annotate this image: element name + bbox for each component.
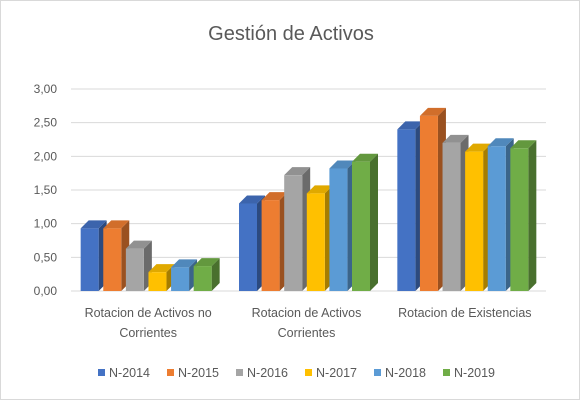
y-tick-label: 2,00 <box>34 149 58 163</box>
legend-item: N-2014 <box>98 366 150 380</box>
legend-item: N-2018 <box>374 366 426 380</box>
legend-label: N-2016 <box>247 366 288 380</box>
y-tick-label: 1,50 <box>34 183 58 197</box>
legend-item: N-2015 <box>167 366 219 380</box>
bar <box>419 107 446 291</box>
bar <box>306 185 333 291</box>
bar <box>510 140 537 291</box>
y-tick-label: 1,00 <box>34 217 58 231</box>
legend-label: N-2017 <box>316 366 357 380</box>
legend-swatch <box>305 369 312 376</box>
bar <box>261 192 288 291</box>
bar <box>442 134 469 291</box>
y-tick-label: 0,00 <box>34 284 58 298</box>
category-label: Rotacion de Activos no Corrientes <box>85 306 212 340</box>
bar <box>487 138 514 291</box>
legend-item: N-2016 <box>236 366 288 380</box>
bar <box>284 167 311 291</box>
legend-swatch <box>374 369 381 376</box>
bar <box>193 258 220 291</box>
bar <box>103 220 130 291</box>
legend-label: N-2019 <box>454 366 495 380</box>
category-label: Rotacion de Activos Corrientes <box>252 306 362 340</box>
legend-label: N-2018 <box>385 366 426 380</box>
bar <box>465 143 492 291</box>
bar <box>125 240 152 291</box>
bar <box>148 264 175 291</box>
legend-item: N-2019 <box>443 366 495 380</box>
legend-swatch <box>443 369 450 376</box>
bars <box>80 107 537 292</box>
y-tick-label: 2,50 <box>34 116 58 130</box>
legend-label: N-2014 <box>109 366 150 380</box>
bar <box>239 195 265 291</box>
legend: N-2014 N-2015 N-2016 N-2017 N-2018 N-2019 <box>98 366 495 380</box>
y-axis-ticks: 0,00 0,50 1,00 1,50 2,00 2,50 3,00 <box>34 82 58 298</box>
bar <box>171 259 198 291</box>
legend-label: N-2015 <box>178 366 219 380</box>
legend-swatch <box>236 369 243 376</box>
category-label: Rotacion de Existencias <box>398 306 531 320</box>
legend-item: N-2017 <box>305 366 357 380</box>
y-tick-label: 0,50 <box>34 250 58 264</box>
bar <box>352 153 378 291</box>
y-tick-label: 3,00 <box>34 82 58 96</box>
chart-title: Gestión de Activos <box>208 23 374 45</box>
legend-swatch <box>98 369 105 376</box>
category-labels: Rotacion de Activos no Corrientes Rotacion… <box>85 306 532 340</box>
bar <box>397 121 424 292</box>
bar <box>80 220 107 291</box>
legend-swatch <box>167 369 174 376</box>
bar <box>329 160 356 291</box>
